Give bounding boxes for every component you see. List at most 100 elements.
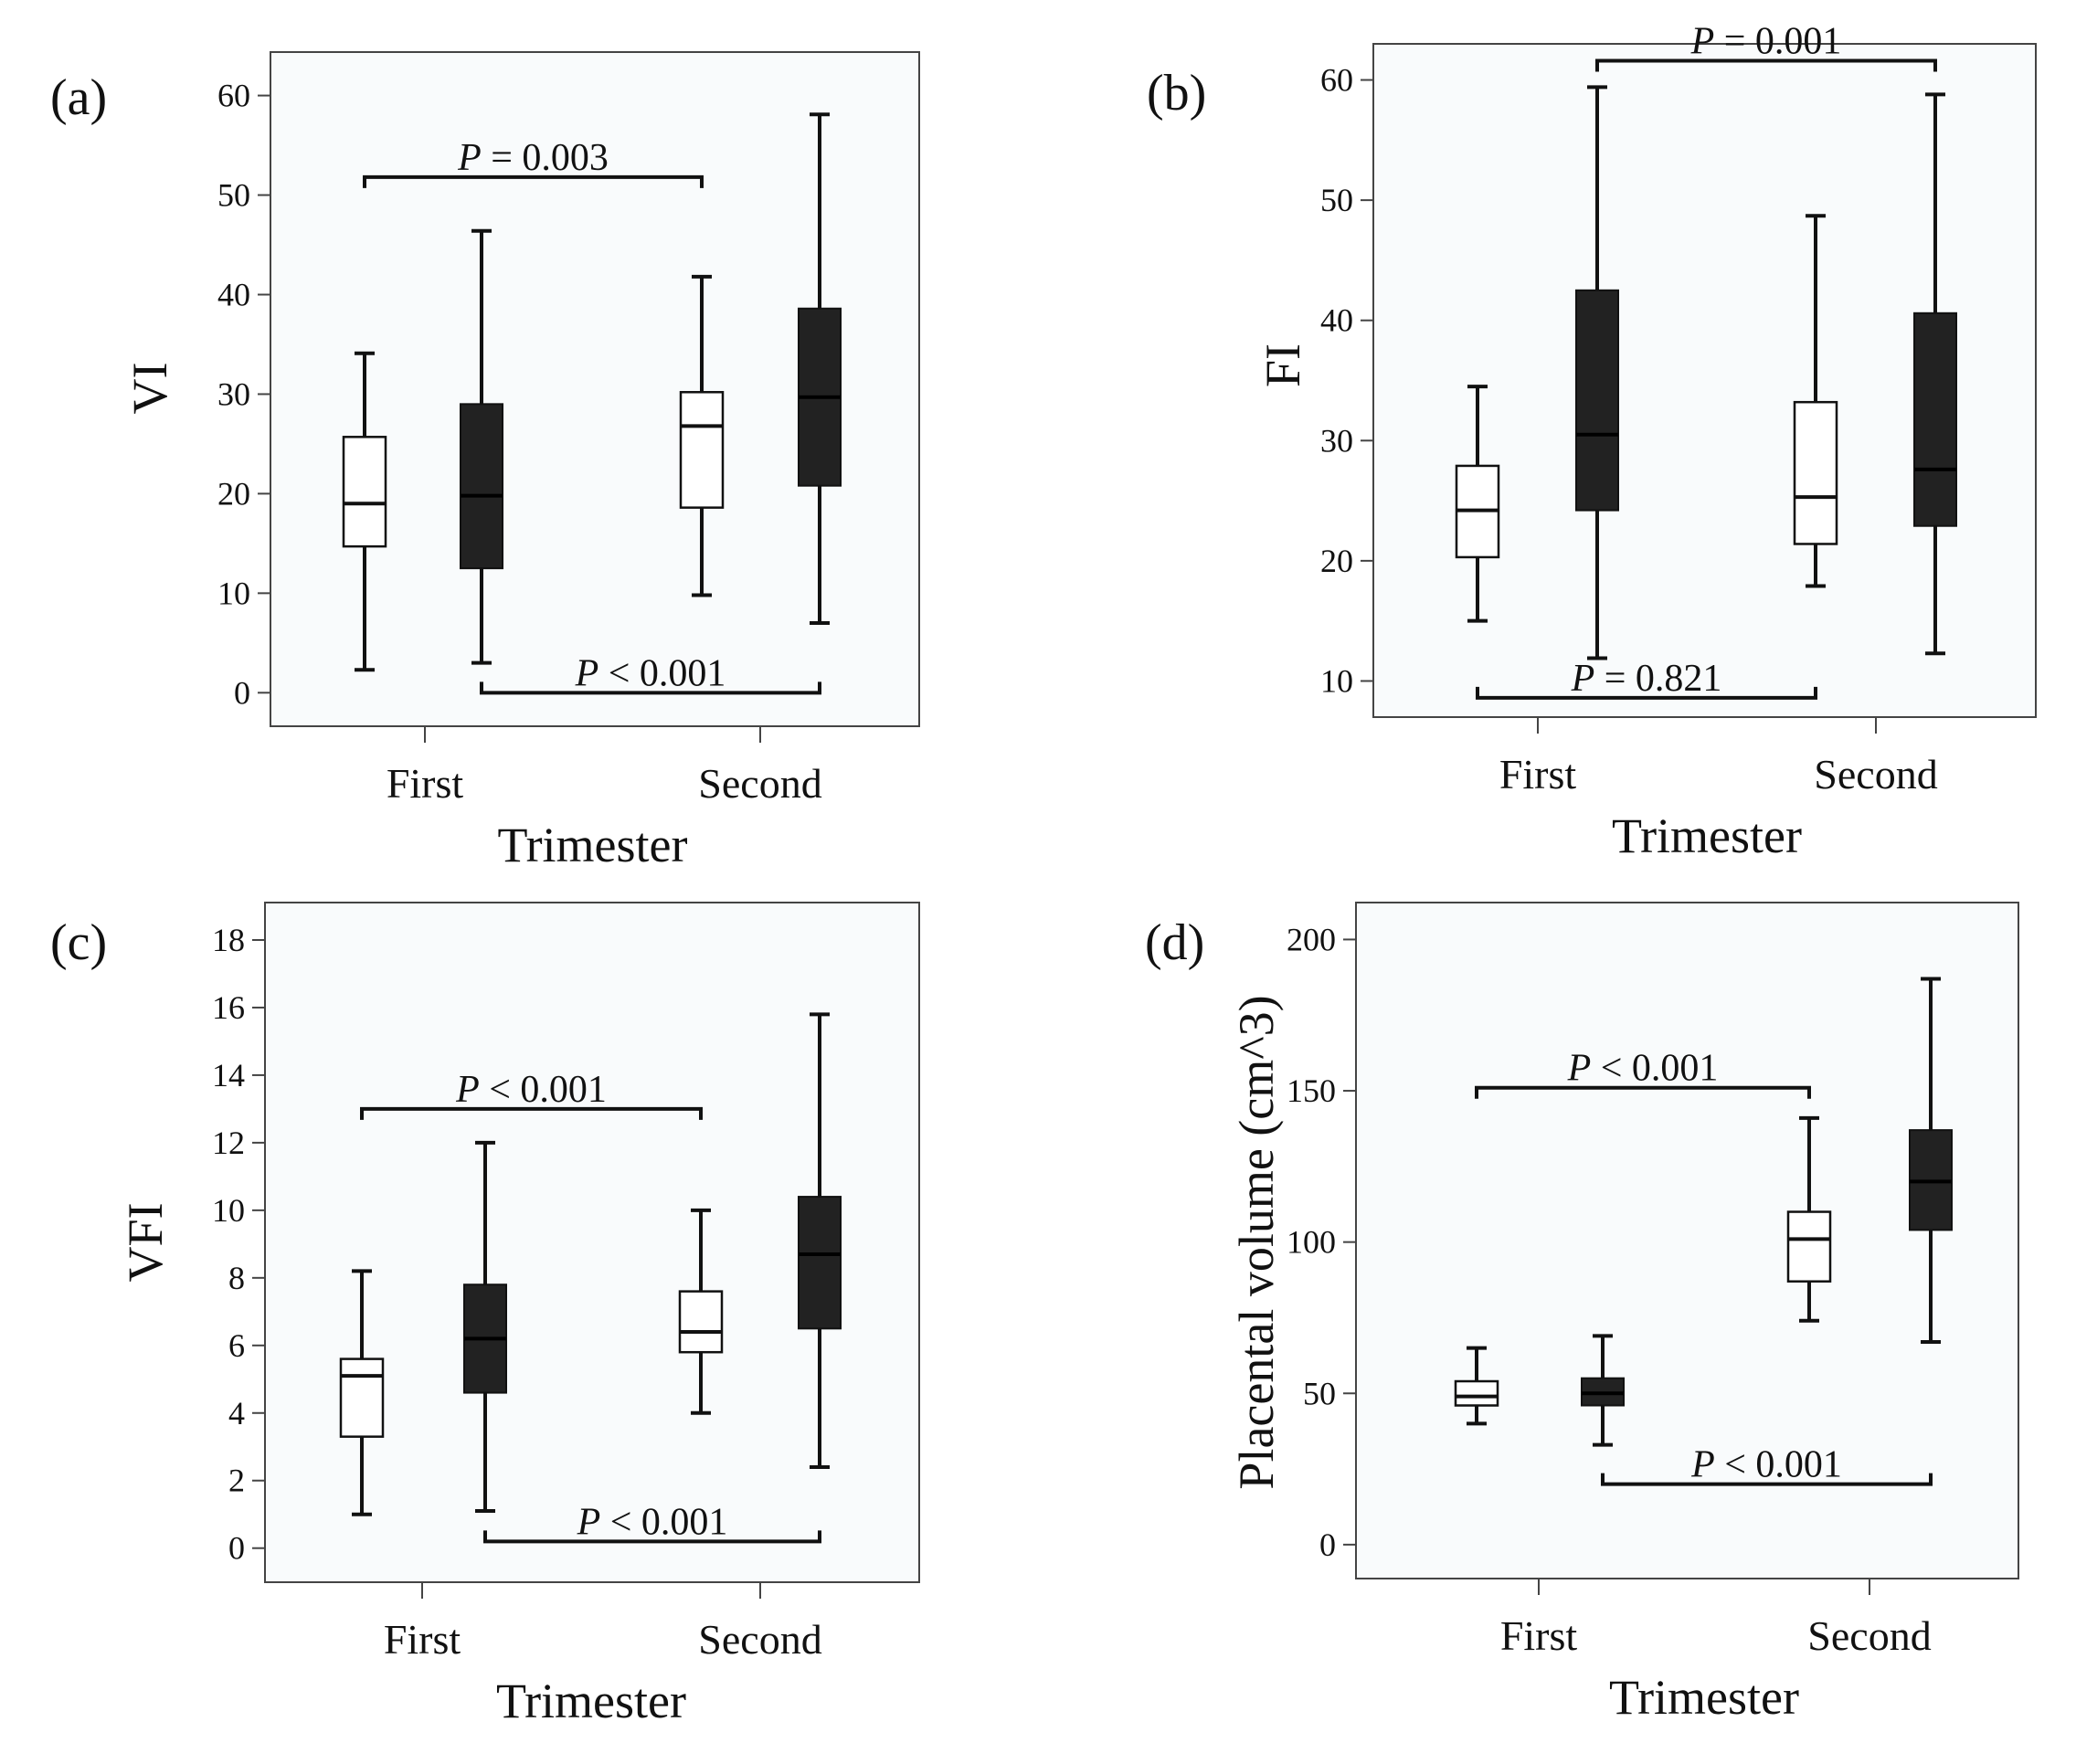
p-symbol: P [1690,1444,1715,1486]
box-first-white [342,351,387,672]
y-tick-label: 4 [228,1395,245,1431]
p-value-number: 0.001 [641,1501,728,1543]
bracket-line [1476,686,1817,700]
y-tick-label: 30 [217,375,250,412]
y-tick-label: 12 [212,1125,245,1161]
p-operator: = [1594,658,1636,700]
p-symbol: P [457,137,482,179]
box-iqr [1793,400,1838,545]
box-second-white [1786,1115,1832,1323]
x-axis-title: Trimester [497,818,687,872]
y-tick-label: 20 [217,475,250,512]
p-value-number: 0.001 [1632,1048,1719,1090]
box-iqr [1913,312,1957,527]
bracket-line [1595,58,1937,72]
x-category-label: Second [698,760,821,807]
box-second-white [1793,214,1838,588]
box-iqr [679,391,725,509]
box-iqr [678,1290,724,1354]
y-tick-label: 100 [1287,1224,1336,1261]
y-tick-label: 20 [1320,543,1353,579]
p-symbol: P [455,1069,480,1111]
box-second-black [798,112,842,626]
box-iqr [460,403,503,570]
y-tick-label: 60 [1320,62,1353,99]
x-category-label: First [384,1616,461,1663]
box-iqr [1786,1210,1832,1283]
p-value-label: P = 0.001 [1690,20,1842,62]
bracket-line [360,1106,703,1120]
bracket-line [483,1530,821,1544]
box-first-black [1575,85,1619,660]
y-tick-label: 40 [217,276,250,312]
p-operator: = [482,137,523,179]
p-value-label: P = 0.003 [457,137,609,179]
box-second-black [1913,92,1957,656]
p-value-label: P < 0.001 [577,1501,728,1543]
p-value-bracket: P = 0.821 [1476,658,1817,700]
y-tick-label: 10 [1320,662,1353,699]
y-axis-title: VFI [118,1202,173,1282]
x-axis-title: Trimester [1612,808,1802,863]
p-value-bracket: P < 0.001 [1475,1048,1811,1099]
box-iqr [1575,289,1619,512]
bracket-line [1475,1085,1811,1099]
panel-c: (c) 0 2 4 6 8 10 12 14 16 18 VFI First Second Trimeste… [50,902,920,1728]
box-iqr [339,1357,385,1438]
panel-label: (c) [50,914,107,971]
p-value-label: P < 0.001 [1690,1444,1842,1486]
y-tick-label: 200 [1287,921,1336,957]
p-value-number: 0.821 [1636,658,1722,700]
p-symbol: P [577,1501,601,1543]
bracket-line [480,681,821,695]
y-tick-label: 10 [212,1192,245,1229]
box-second-black [1909,977,1953,1344]
box-iqr [1454,1379,1499,1407]
p-value-label: P < 0.001 [1567,1048,1719,1090]
p-operator: < [480,1069,521,1111]
y-tick-label: 0 [1319,1526,1336,1563]
box-second-white [679,274,725,597]
y-tick-label: 30 [1320,422,1353,459]
panel-label: (d) [1145,914,1204,971]
p-value-bracket: P < 0.001 [360,1069,703,1120]
y-tick-label: 150 [1287,1072,1336,1109]
y-tick-label: 8 [228,1260,245,1296]
p-symbol: P [1571,658,1595,700]
y-tick-label: 50 [217,177,250,214]
p-operator: = [1714,20,1755,62]
p-value-number: 0.001 [520,1069,607,1111]
y-tick-label: 40 [1320,302,1353,339]
y-axis-title: Placental volume (cm^3) [1229,995,1284,1489]
p-value-bracket: P = 0.001 [1595,20,1937,72]
x-axis-title: Trimester [1609,1670,1799,1725]
y-tick-label: 14 [212,1057,245,1093]
y-tick-label: 50 [1320,182,1353,218]
panel-label: (a) [50,69,107,126]
box-iqr [342,436,387,548]
y-tick-label: 0 [228,1530,245,1567]
x-category-label: First [387,760,464,807]
box-first-white [339,1269,385,1516]
p-value-bracket: P = 0.003 [363,137,704,188]
p-operator: < [1591,1048,1632,1090]
y-tick-label: 0 [234,674,250,711]
p-value-bracket: P < 0.001 [480,652,821,695]
bracket-line [1601,1473,1933,1486]
box-iqr [798,1196,842,1330]
p-value-number: 0.001 [1755,20,1842,62]
p-value-number: 0.001 [640,652,726,694]
p-value-label: P < 0.001 [455,1069,607,1111]
bracket-line [363,174,704,188]
x-category-label: First [1499,751,1577,797]
y-tick-label: 6 [228,1327,245,1364]
box-first-white [1454,1346,1499,1426]
y-tick-label: 10 [217,575,250,611]
x-category-label: Second [1814,751,1937,797]
box-second-black [798,1012,842,1469]
y-tick-label: 2 [228,1463,245,1499]
p-value-number: 0.001 [1755,1444,1842,1486]
box-second-white [678,1208,724,1415]
panel-d: (d) 0 50 100 150 200 Placental volume (cm^3) Fi… [1145,902,2019,1725]
y-axis-title: VI [122,363,177,415]
